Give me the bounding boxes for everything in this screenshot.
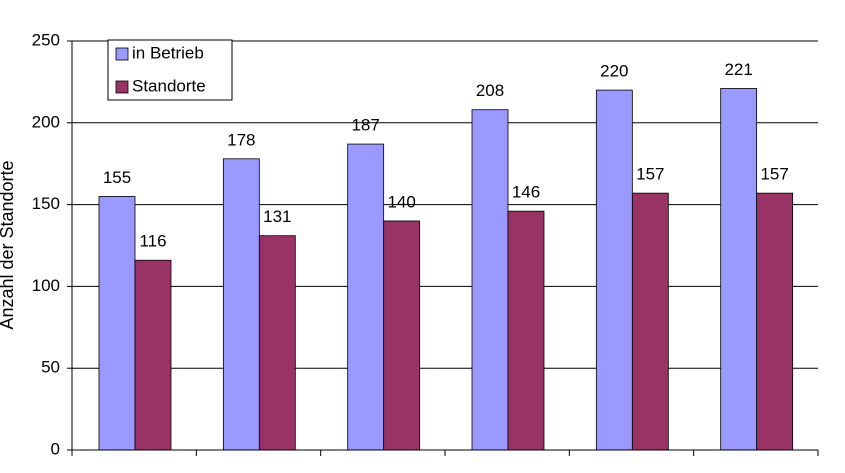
bar <box>507 210 545 451</box>
data-label: 208 <box>476 81 504 100</box>
legend-label: in Betrieb <box>132 43 204 62</box>
bar <box>383 220 421 451</box>
bar <box>98 196 136 451</box>
legend-box <box>107 39 233 101</box>
y-axis-label: Anzahl der Standorte <box>0 160 17 329</box>
bar <box>222 158 260 451</box>
data-label: 178 <box>227 130 255 149</box>
data-label: 220 <box>600 62 628 81</box>
data-label: 140 <box>387 192 415 211</box>
bar <box>756 192 794 451</box>
y-tick-label: 150 <box>32 194 60 213</box>
bar <box>595 89 633 451</box>
legend-swatch <box>115 80 129 94</box>
legend-label: Standorte <box>132 76 206 95</box>
data-label: 157 <box>760 165 788 184</box>
y-tick-label: 0 <box>51 439 60 458</box>
bar <box>471 109 509 451</box>
bar <box>631 192 669 451</box>
bar <box>347 143 385 451</box>
data-label: 155 <box>103 168 131 187</box>
data-label: 157 <box>636 165 664 184</box>
bar <box>134 259 172 451</box>
y-tick-label: 200 <box>32 112 60 131</box>
data-label: 116 <box>139 232 166 251</box>
data-label: 146 <box>512 183 540 202</box>
data-label: 187 <box>351 116 379 135</box>
y-tick-label: 50 <box>41 358 60 377</box>
data-label: 221 <box>724 60 752 79</box>
y-tick-label: 100 <box>32 276 60 295</box>
data-label: 131 <box>263 207 291 226</box>
bar <box>258 235 296 451</box>
legend-swatch <box>115 47 129 61</box>
bar <box>720 88 758 451</box>
y-tick-label: 250 <box>32 30 60 49</box>
